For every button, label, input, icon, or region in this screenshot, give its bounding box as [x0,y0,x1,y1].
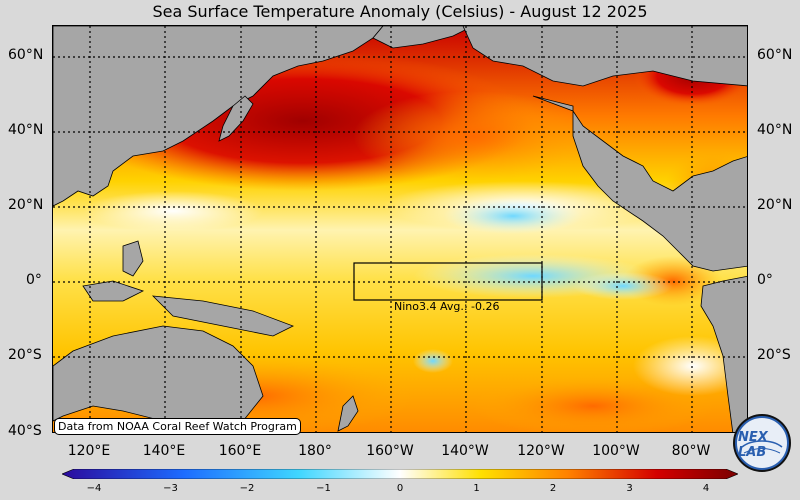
lat-label-right-0: 60°N [757,47,793,63]
lon-label-1: 140°E [142,443,186,459]
lon-label-0: 120°E [67,443,111,459]
lon-label-5: 140°W [441,443,489,459]
lat-label-left-3: 0° [26,272,42,288]
nino34-average-label: Nino3.4 Avg.: -0.26 [394,300,500,313]
lat-label-left-1: 40°N [8,122,44,138]
land [53,26,747,432]
lat-label-left-0: 60°N [8,47,44,63]
lon-label-2: 160°E [218,443,262,459]
lon-label-8: 80°W [671,443,711,459]
colorbar-tick-label: −2 [239,483,255,494]
colorbar-tick-label: 4 [702,483,710,494]
page-title: Sea Surface Temperature Anomaly (Celsius… [152,2,648,21]
colorbar-tick-label: −1 [316,483,331,494]
lat-label-left-2: 20°N [8,197,44,213]
lat-label-left-5: 40°S [8,423,42,439]
colorbar [61,464,739,480]
lon-label-7: 100°W [592,443,640,459]
lon-label-6: 120°W [517,443,565,459]
data-credit: Data from NOAA Coral Reef Watch Program [54,418,301,435]
nino34-box [353,262,543,301]
nexlab-logo-icon [732,413,792,473]
lon-label-3: 180° [298,443,332,459]
colorbar-tick-label: −3 [163,483,178,494]
colorbar-tick-label: −4 [86,483,102,494]
sst-anomaly-map [52,25,748,433]
lat-label-right-4: 20°S [757,347,791,363]
graticule [53,26,747,432]
lat-label-right-1: 40°N [757,122,793,138]
colorbar-tick-label: 1 [473,483,480,494]
lon-label-4: 160°W [366,443,414,459]
lat-label-right-3: 0° [757,272,773,288]
colorbar-tick-label: 2 [549,483,557,494]
colorbar-tick-label: 0 [396,483,404,494]
logo-text: NEX LAB [738,430,768,460]
lat-label-left-4: 20°S [8,347,42,363]
colorbar-tick-label: 3 [626,483,633,494]
lat-label-right-2: 20°N [757,197,793,213]
